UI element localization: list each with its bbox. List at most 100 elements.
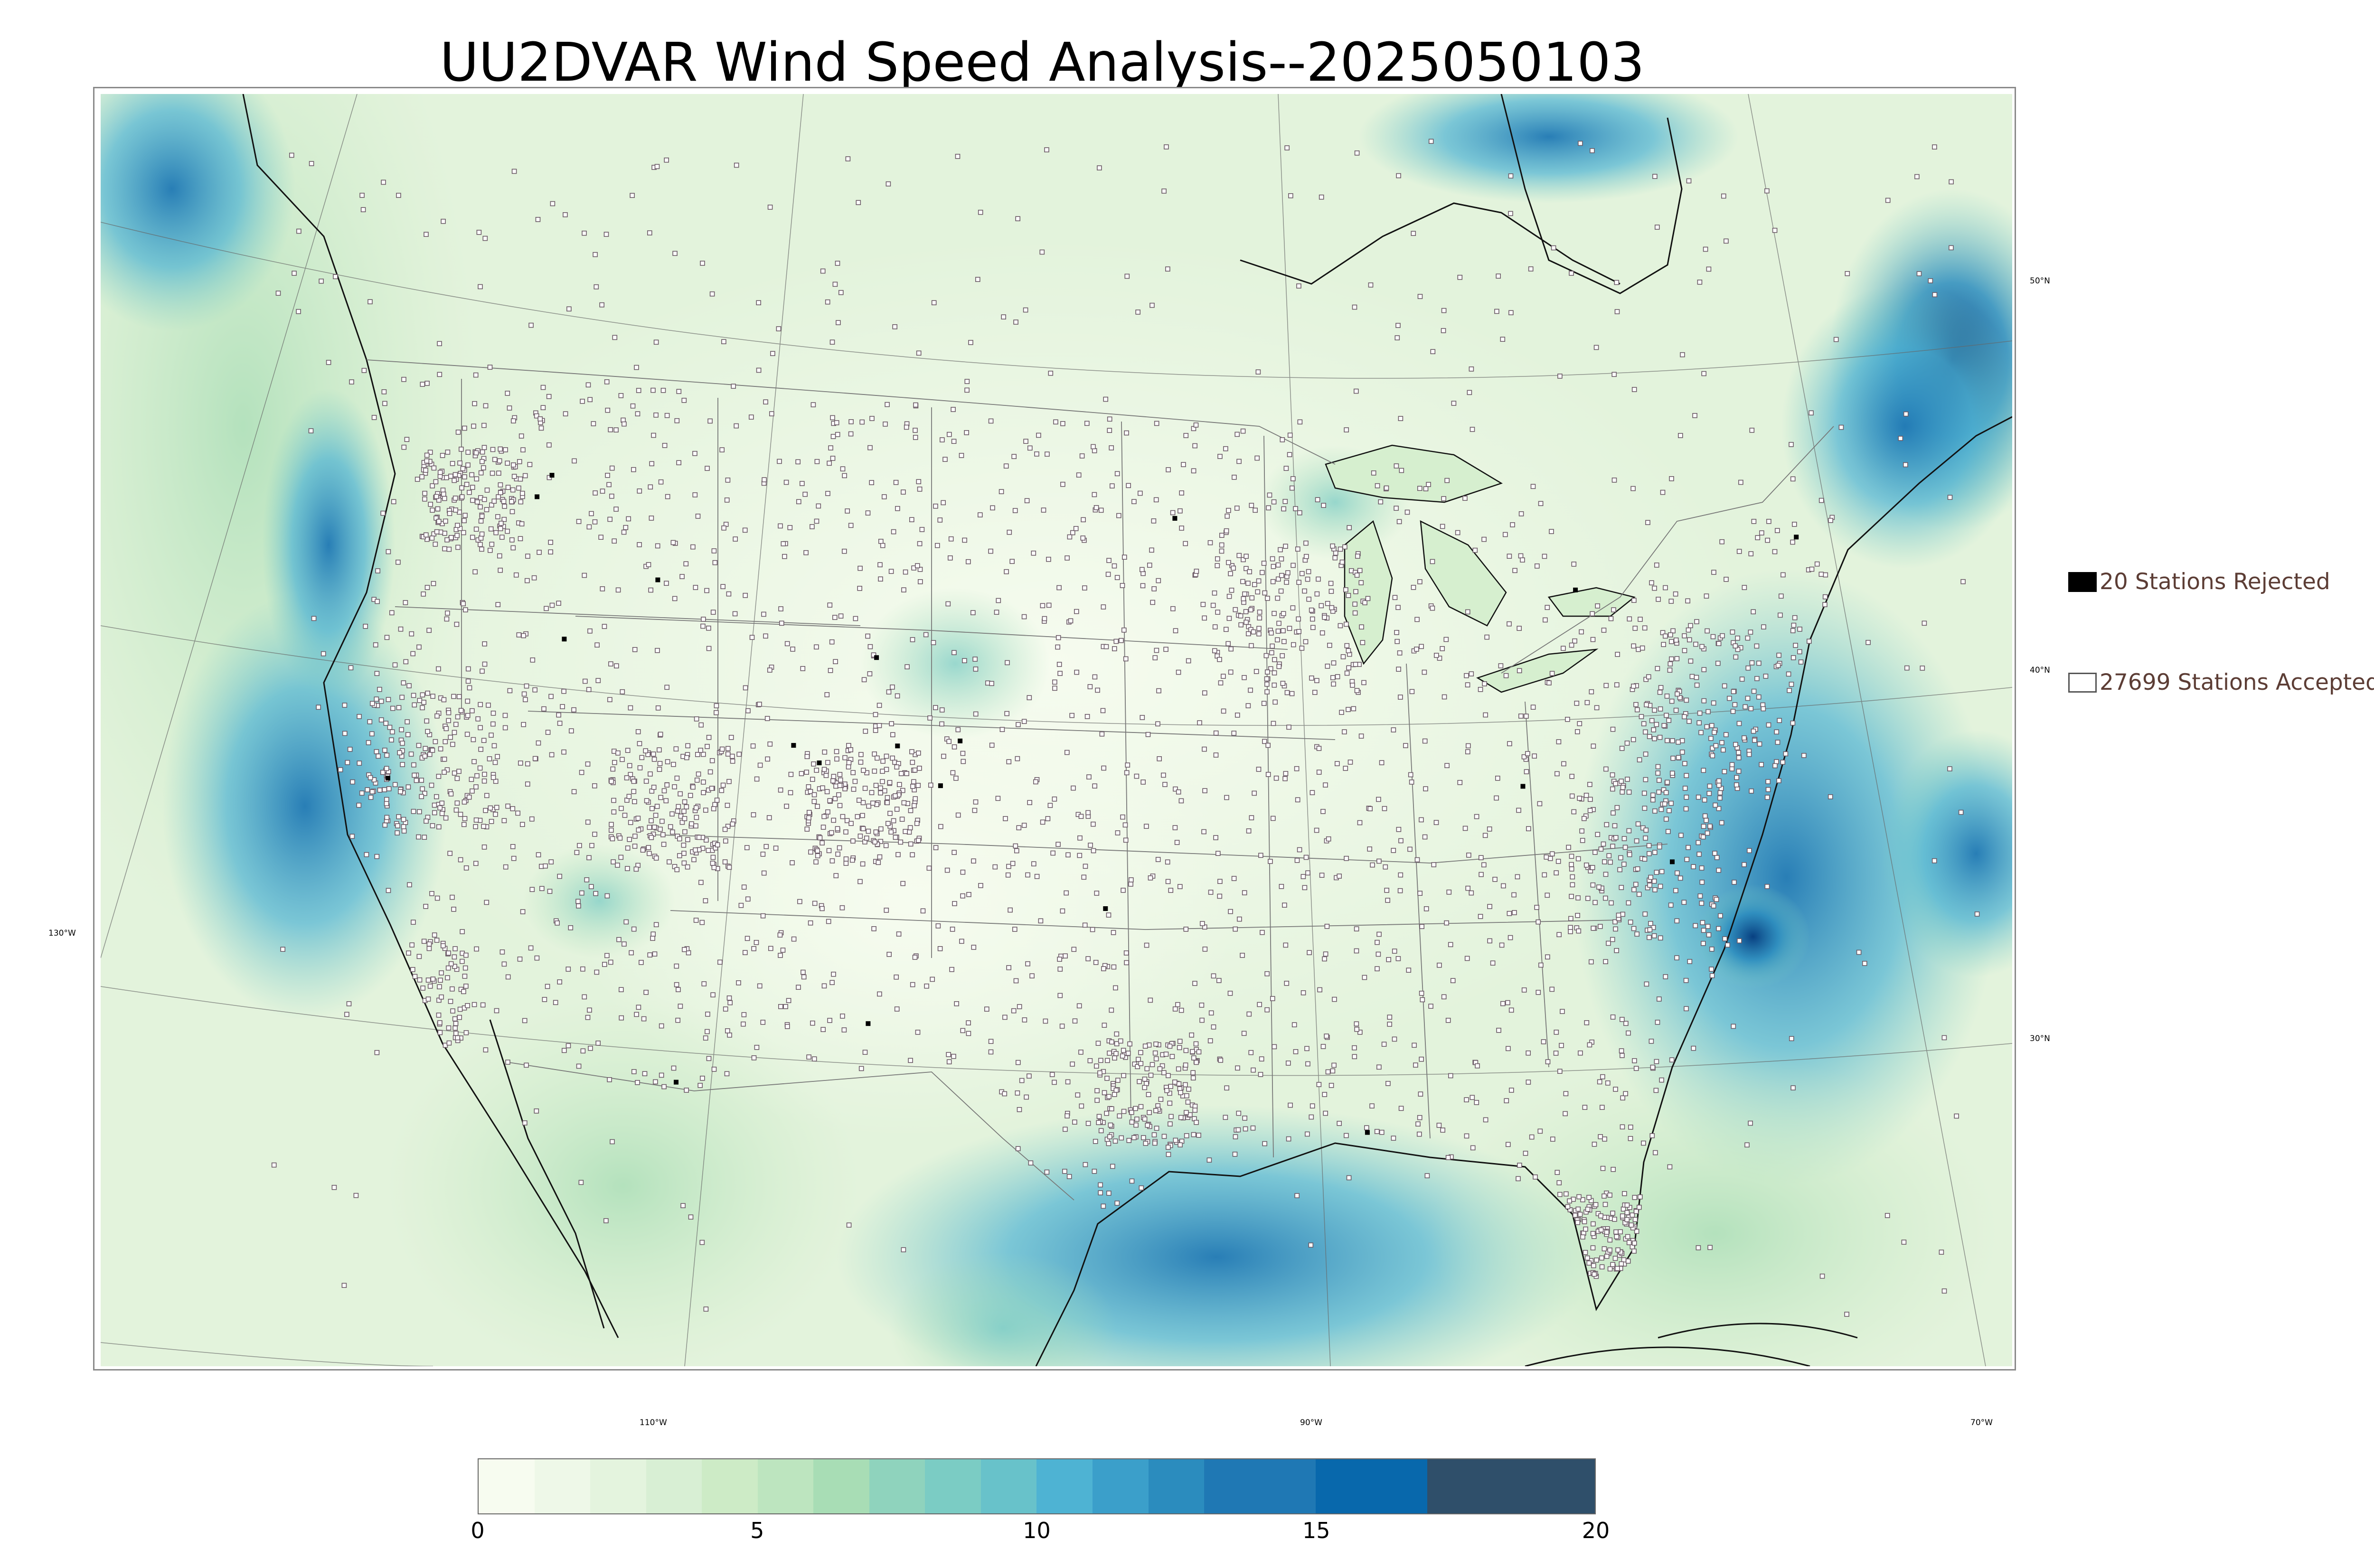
accepted-station-marker bbox=[1779, 593, 1784, 599]
accepted-station-marker bbox=[872, 751, 877, 757]
accepted-station-marker bbox=[1610, 726, 1616, 732]
accepted-station-marker bbox=[1221, 708, 1226, 714]
accepted-station-marker bbox=[471, 423, 476, 429]
accepted-station-marker bbox=[1236, 553, 1242, 558]
accepted-station-marker bbox=[756, 367, 762, 373]
accepted-station-marker bbox=[1247, 569, 1252, 574]
accepted-station-marker bbox=[386, 697, 391, 702]
accepted-station-marker bbox=[1623, 1021, 1629, 1026]
accepted-station-marker bbox=[820, 906, 825, 911]
accepted-station-marker bbox=[807, 810, 812, 815]
accepted-station-marker bbox=[801, 974, 807, 980]
accepted-station-marker bbox=[685, 743, 690, 749]
accepted-station-marker bbox=[1885, 197, 1891, 203]
accepted-station-marker bbox=[440, 453, 445, 458]
accepted-station-marker bbox=[1751, 688, 1757, 694]
accepted-station-marker bbox=[700, 261, 705, 266]
accepted-station-marker bbox=[308, 428, 314, 433]
accepted-station-marker bbox=[1677, 875, 1683, 881]
accepted-station-marker bbox=[446, 710, 452, 715]
accepted-station-marker bbox=[1352, 304, 1357, 310]
accepted-station-marker bbox=[1154, 1126, 1159, 1131]
accepted-station-marker bbox=[442, 530, 447, 536]
accepted-station-marker bbox=[565, 1043, 571, 1049]
accepted-station-marker bbox=[1056, 662, 1062, 667]
wind-speed-map[interactable] bbox=[101, 94, 2012, 1366]
accepted-station-marker bbox=[382, 787, 387, 792]
accepted-station-marker bbox=[438, 746, 443, 751]
accepted-station-marker bbox=[1610, 937, 1615, 942]
accepted-station-marker bbox=[1289, 691, 1295, 696]
accepted-station-marker bbox=[842, 755, 848, 761]
accepted-station-marker bbox=[1340, 654, 1346, 659]
accepted-station-marker bbox=[1518, 553, 1524, 559]
accepted-station-marker bbox=[1818, 572, 1824, 577]
accepted-station-marker bbox=[598, 535, 603, 540]
accepted-station-marker bbox=[1426, 482, 1431, 487]
accepted-station-marker bbox=[309, 161, 314, 166]
accepted-station-marker bbox=[1330, 675, 1336, 680]
colorbar-segment bbox=[813, 1459, 869, 1513]
accepted-station-marker bbox=[1395, 323, 1401, 328]
accepted-station-marker bbox=[494, 805, 499, 810]
accepted-station-marker bbox=[966, 559, 971, 564]
accepted-station-marker bbox=[381, 389, 387, 394]
accepted-station-marker bbox=[1234, 506, 1240, 511]
accepted-station-marker bbox=[726, 864, 732, 870]
accepted-station-marker bbox=[1580, 1197, 1585, 1202]
accepted-station-marker bbox=[465, 666, 471, 672]
accepted-station-marker bbox=[1464, 956, 1470, 961]
accepted-station-marker bbox=[455, 429, 461, 435]
accepted-station-marker bbox=[780, 948, 786, 953]
accepted-station-marker bbox=[1133, 1122, 1139, 1128]
accepted-station-marker bbox=[502, 725, 508, 731]
accepted-station-marker bbox=[1508, 211, 1513, 216]
accepted-station-marker bbox=[719, 447, 725, 452]
accepted-station-marker bbox=[988, 1049, 994, 1055]
accepted-station-marker bbox=[734, 423, 739, 429]
accepted-station-marker bbox=[1575, 856, 1581, 862]
accepted-station-marker bbox=[917, 766, 922, 771]
accepted-station-marker bbox=[1278, 588, 1284, 594]
accepted-station-marker bbox=[612, 538, 617, 544]
colorbar-segment bbox=[757, 1459, 814, 1513]
accepted-station-marker bbox=[693, 847, 698, 853]
accepted-station-marker bbox=[1450, 978, 1456, 983]
accepted-station-marker bbox=[1436, 1123, 1442, 1128]
accepted-station-marker bbox=[1709, 947, 1715, 952]
accepted-station-marker bbox=[650, 936, 655, 941]
accepted-station-marker bbox=[1024, 1094, 1029, 1100]
accepted-station-marker bbox=[1639, 714, 1644, 719]
accepted-station-marker bbox=[806, 815, 811, 821]
accepted-station-marker bbox=[1353, 589, 1358, 594]
accepted-station-marker bbox=[1418, 1091, 1423, 1097]
rejected-station-marker bbox=[674, 1080, 678, 1085]
rejected-station-marker bbox=[562, 637, 567, 642]
accepted-station-marker bbox=[1516, 1176, 1521, 1182]
accepted-station-marker bbox=[1375, 951, 1381, 957]
accepted-station-marker bbox=[1280, 437, 1285, 442]
accepted-station-marker bbox=[1055, 635, 1061, 640]
accepted-station-marker bbox=[478, 747, 484, 752]
accepted-station-marker bbox=[1568, 916, 1573, 921]
accepted-station-marker bbox=[511, 169, 517, 174]
colorbar-segment bbox=[1148, 1459, 1205, 1513]
accepted-station-marker bbox=[1151, 586, 1157, 592]
accepted-station-marker bbox=[884, 908, 889, 913]
accepted-station-marker bbox=[399, 695, 405, 700]
accepted-station-marker bbox=[761, 611, 766, 617]
accepted-station-marker bbox=[488, 805, 493, 811]
accepted-station-marker bbox=[1657, 689, 1663, 695]
accepted-station-marker bbox=[695, 513, 701, 519]
accepted-station-marker bbox=[984, 1006, 989, 1012]
accepted-station-marker bbox=[703, 1306, 709, 1312]
lon-label-110w: 110°W bbox=[640, 1418, 667, 1427]
accepted-station-marker bbox=[1011, 454, 1017, 459]
accepted-station-marker bbox=[751, 812, 756, 817]
accepted-station-marker bbox=[1465, 885, 1470, 891]
accepted-station-marker bbox=[481, 738, 487, 743]
accepted-station-marker bbox=[1281, 639, 1287, 644]
accepted-station-marker bbox=[624, 775, 630, 780]
accepted-station-marker bbox=[1036, 432, 1041, 438]
accepted-station-marker bbox=[1632, 626, 1638, 631]
